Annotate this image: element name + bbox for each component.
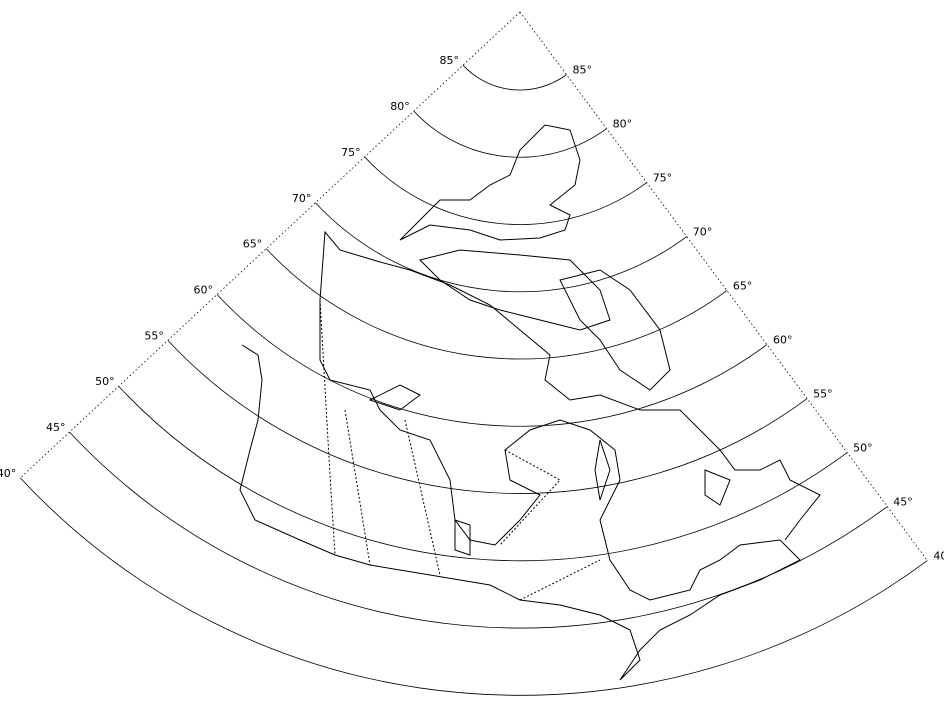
mainland-outline (239, 230, 821, 681)
parallel-label-left: 55° (144, 329, 164, 342)
parallel-label-left: 80° (390, 100, 410, 113)
borders (319, 299, 601, 601)
parallel-arc (265, 248, 728, 360)
parallel-label-left: 40° (0, 467, 16, 480)
arctic-islands (399, 124, 611, 331)
meridian (519, 11, 928, 561)
parallel-arc (69, 431, 888, 629)
parallel-label-right: 40° (933, 550, 944, 563)
parallel-label-right: 65° (733, 280, 753, 293)
parallel-arc (315, 202, 688, 293)
parallel-arc (167, 340, 808, 494)
parallel-label-right: 50° (853, 442, 873, 455)
parallel-label-left: 85° (439, 54, 459, 67)
parallel-label-right: 45° (893, 496, 913, 509)
parallel-label-right: 75° (653, 172, 673, 185)
baffin-island (559, 269, 671, 391)
parallel-label-left: 60° (194, 284, 214, 297)
parallel-label-right: 60° (773, 334, 793, 347)
parallel-label-right: 55° (813, 388, 833, 401)
parallel-arc (216, 294, 768, 427)
parallel-arc (462, 64, 567, 91)
parallel-label-left: 45° (46, 421, 66, 434)
parallel-arc (364, 156, 647, 225)
parallel-label-right: 70° (693, 226, 713, 239)
parallel-label-right: 85° (573, 64, 593, 77)
parallel-label-left: 50° (95, 375, 115, 388)
graticule: 85° 85° 80° 80° 75° 75° 70° 70° 65° 65° 60° 60° 55° 5… (0, 11, 944, 696)
parallel-label-right: 80° (613, 118, 633, 131)
parallel-label-left: 65° (243, 238, 263, 251)
parallel-label-left: 70° (292, 192, 312, 205)
hudson-bay-islands (368, 384, 731, 556)
meridian (20, 11, 521, 479)
coastline (239, 124, 821, 681)
parallel-label-left: 75° (341, 146, 361, 159)
parallel-arc (20, 477, 928, 696)
parallel-arc (118, 385, 848, 562)
parallel-arc (413, 110, 607, 158)
